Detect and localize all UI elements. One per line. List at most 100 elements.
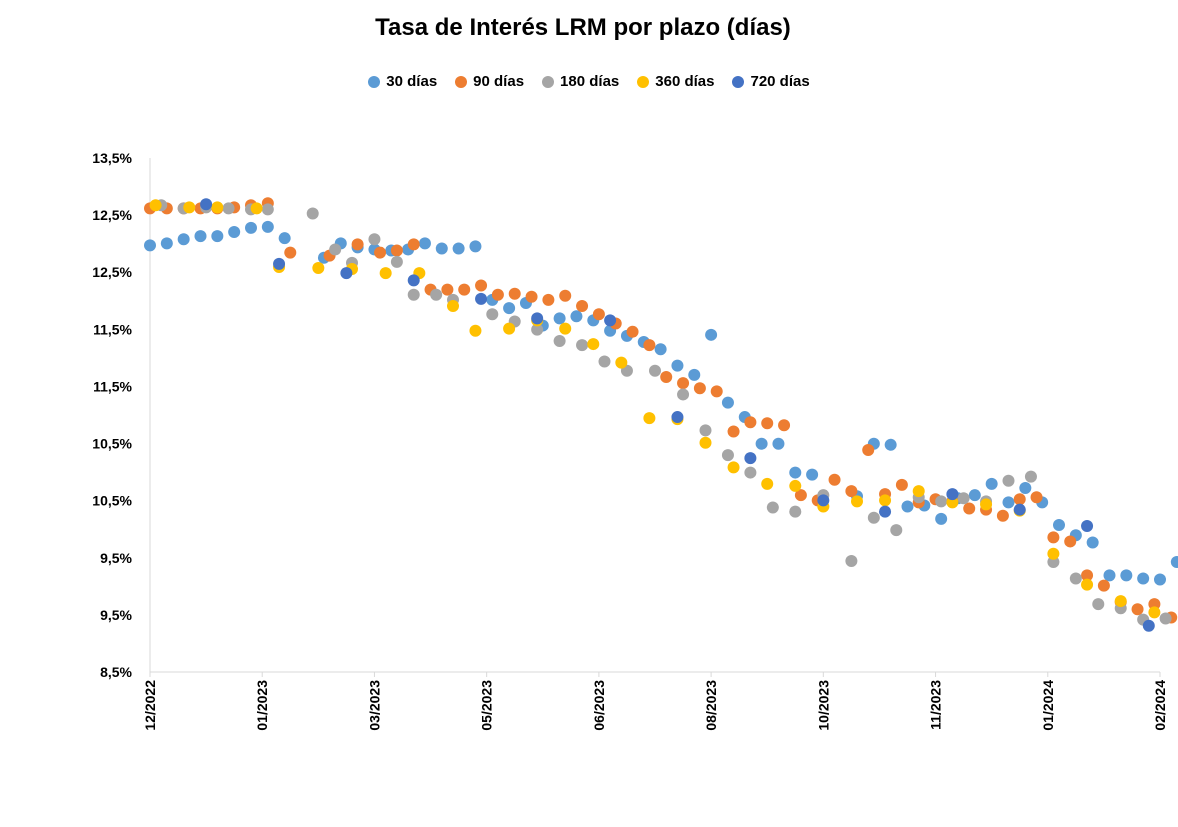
data-point <box>261 203 274 216</box>
data-point <box>200 198 213 211</box>
data-point <box>766 501 779 514</box>
data-point <box>660 370 673 383</box>
data-point <box>475 292 488 305</box>
data-point <box>654 343 667 356</box>
data-point <box>559 322 572 335</box>
data-point <box>194 230 207 243</box>
data-point <box>211 201 224 214</box>
data-point <box>1092 598 1105 611</box>
data-point <box>744 452 757 465</box>
data-point <box>1030 491 1043 504</box>
x-tick-label: 05/2023 <box>479 680 495 731</box>
legend-marker <box>732 75 745 88</box>
data-point <box>1047 547 1060 560</box>
data-point <box>946 496 959 509</box>
data-point <box>845 554 858 567</box>
data-points <box>144 197 1178 632</box>
data-point <box>671 359 684 372</box>
data-point <box>531 323 544 336</box>
data-point <box>503 302 516 315</box>
data-point <box>508 287 521 300</box>
data-point <box>598 355 611 368</box>
data-point <box>817 494 830 507</box>
x-tick-label: 11/2023 <box>928 680 944 730</box>
data-point <box>996 509 1009 522</box>
x-tick-label: 10/2023 <box>815 680 831 731</box>
data-point <box>1069 572 1082 585</box>
data-point <box>312 261 325 274</box>
data-point <box>1081 578 1094 591</box>
data-point <box>1103 569 1116 582</box>
legend-item: 30 días <box>368 73 437 90</box>
data-point <box>1013 503 1026 516</box>
legend-item: 720 días <box>732 73 810 90</box>
data-point <box>1170 556 1178 569</box>
data-point <box>576 300 589 313</box>
data-point <box>592 308 605 321</box>
data-point <box>284 246 297 259</box>
data-point <box>1024 470 1037 483</box>
y-tick-label: 12,5% <box>92 264 132 280</box>
data-point <box>452 242 465 255</box>
data-point <box>980 498 993 511</box>
data-point <box>278 232 291 245</box>
data-point <box>211 230 224 243</box>
data-point <box>273 257 286 270</box>
data-point <box>1131 603 1144 616</box>
data-point <box>250 202 263 215</box>
legend-item: 360 días <box>637 73 714 90</box>
data-point <box>794 489 807 502</box>
x-tick-label: 12/2022 <box>142 680 158 731</box>
legend-label: 30 días <box>386 73 438 90</box>
data-point <box>755 437 768 450</box>
data-point <box>441 283 454 296</box>
data-point <box>677 377 690 390</box>
y-tick-label: 11,5% <box>93 321 132 337</box>
data-point <box>486 308 499 321</box>
data-point <box>469 324 482 337</box>
data-point <box>570 310 583 323</box>
data-point <box>379 267 392 280</box>
data-point <box>374 246 387 259</box>
data-point <box>867 511 880 524</box>
data-point <box>845 485 858 498</box>
data-point <box>183 201 196 214</box>
data-point <box>1013 493 1026 506</box>
legend-label: 90 días <box>473 73 525 90</box>
data-point <box>407 274 420 287</box>
data-point <box>935 512 948 525</box>
data-point <box>789 466 802 479</box>
data-point <box>542 293 555 306</box>
data-point <box>1120 569 1133 582</box>
data-point <box>390 244 403 257</box>
data-point <box>1081 569 1094 582</box>
y-tick-label: 13,5% <box>92 150 132 166</box>
data-point <box>1086 536 1099 549</box>
data-point <box>884 438 897 451</box>
data-point <box>901 500 914 513</box>
data-point <box>340 267 353 280</box>
legend-marker <box>368 75 381 88</box>
legend-item: 90 días <box>455 73 524 90</box>
data-point <box>418 237 431 250</box>
data-point <box>890 524 903 537</box>
data-point <box>1002 474 1015 487</box>
data-point <box>895 478 908 491</box>
data-point <box>789 505 802 518</box>
data-point <box>1114 595 1127 608</box>
data-point <box>968 489 981 502</box>
chart-legend: 30 días 90 días 180 días 360 días 720 días <box>0 73 1178 90</box>
data-point <box>828 473 841 486</box>
data-point <box>1154 573 1166 586</box>
data-point <box>1081 520 1094 533</box>
data-point <box>1019 481 1032 494</box>
data-point <box>721 396 734 409</box>
data-point <box>671 411 684 424</box>
data-point <box>985 477 998 490</box>
data-point <box>912 485 925 498</box>
data-point <box>306 207 319 220</box>
data-point <box>744 466 757 479</box>
data-point <box>626 325 639 338</box>
legend-label: 180 días <box>560 73 620 90</box>
data-point <box>778 419 791 432</box>
